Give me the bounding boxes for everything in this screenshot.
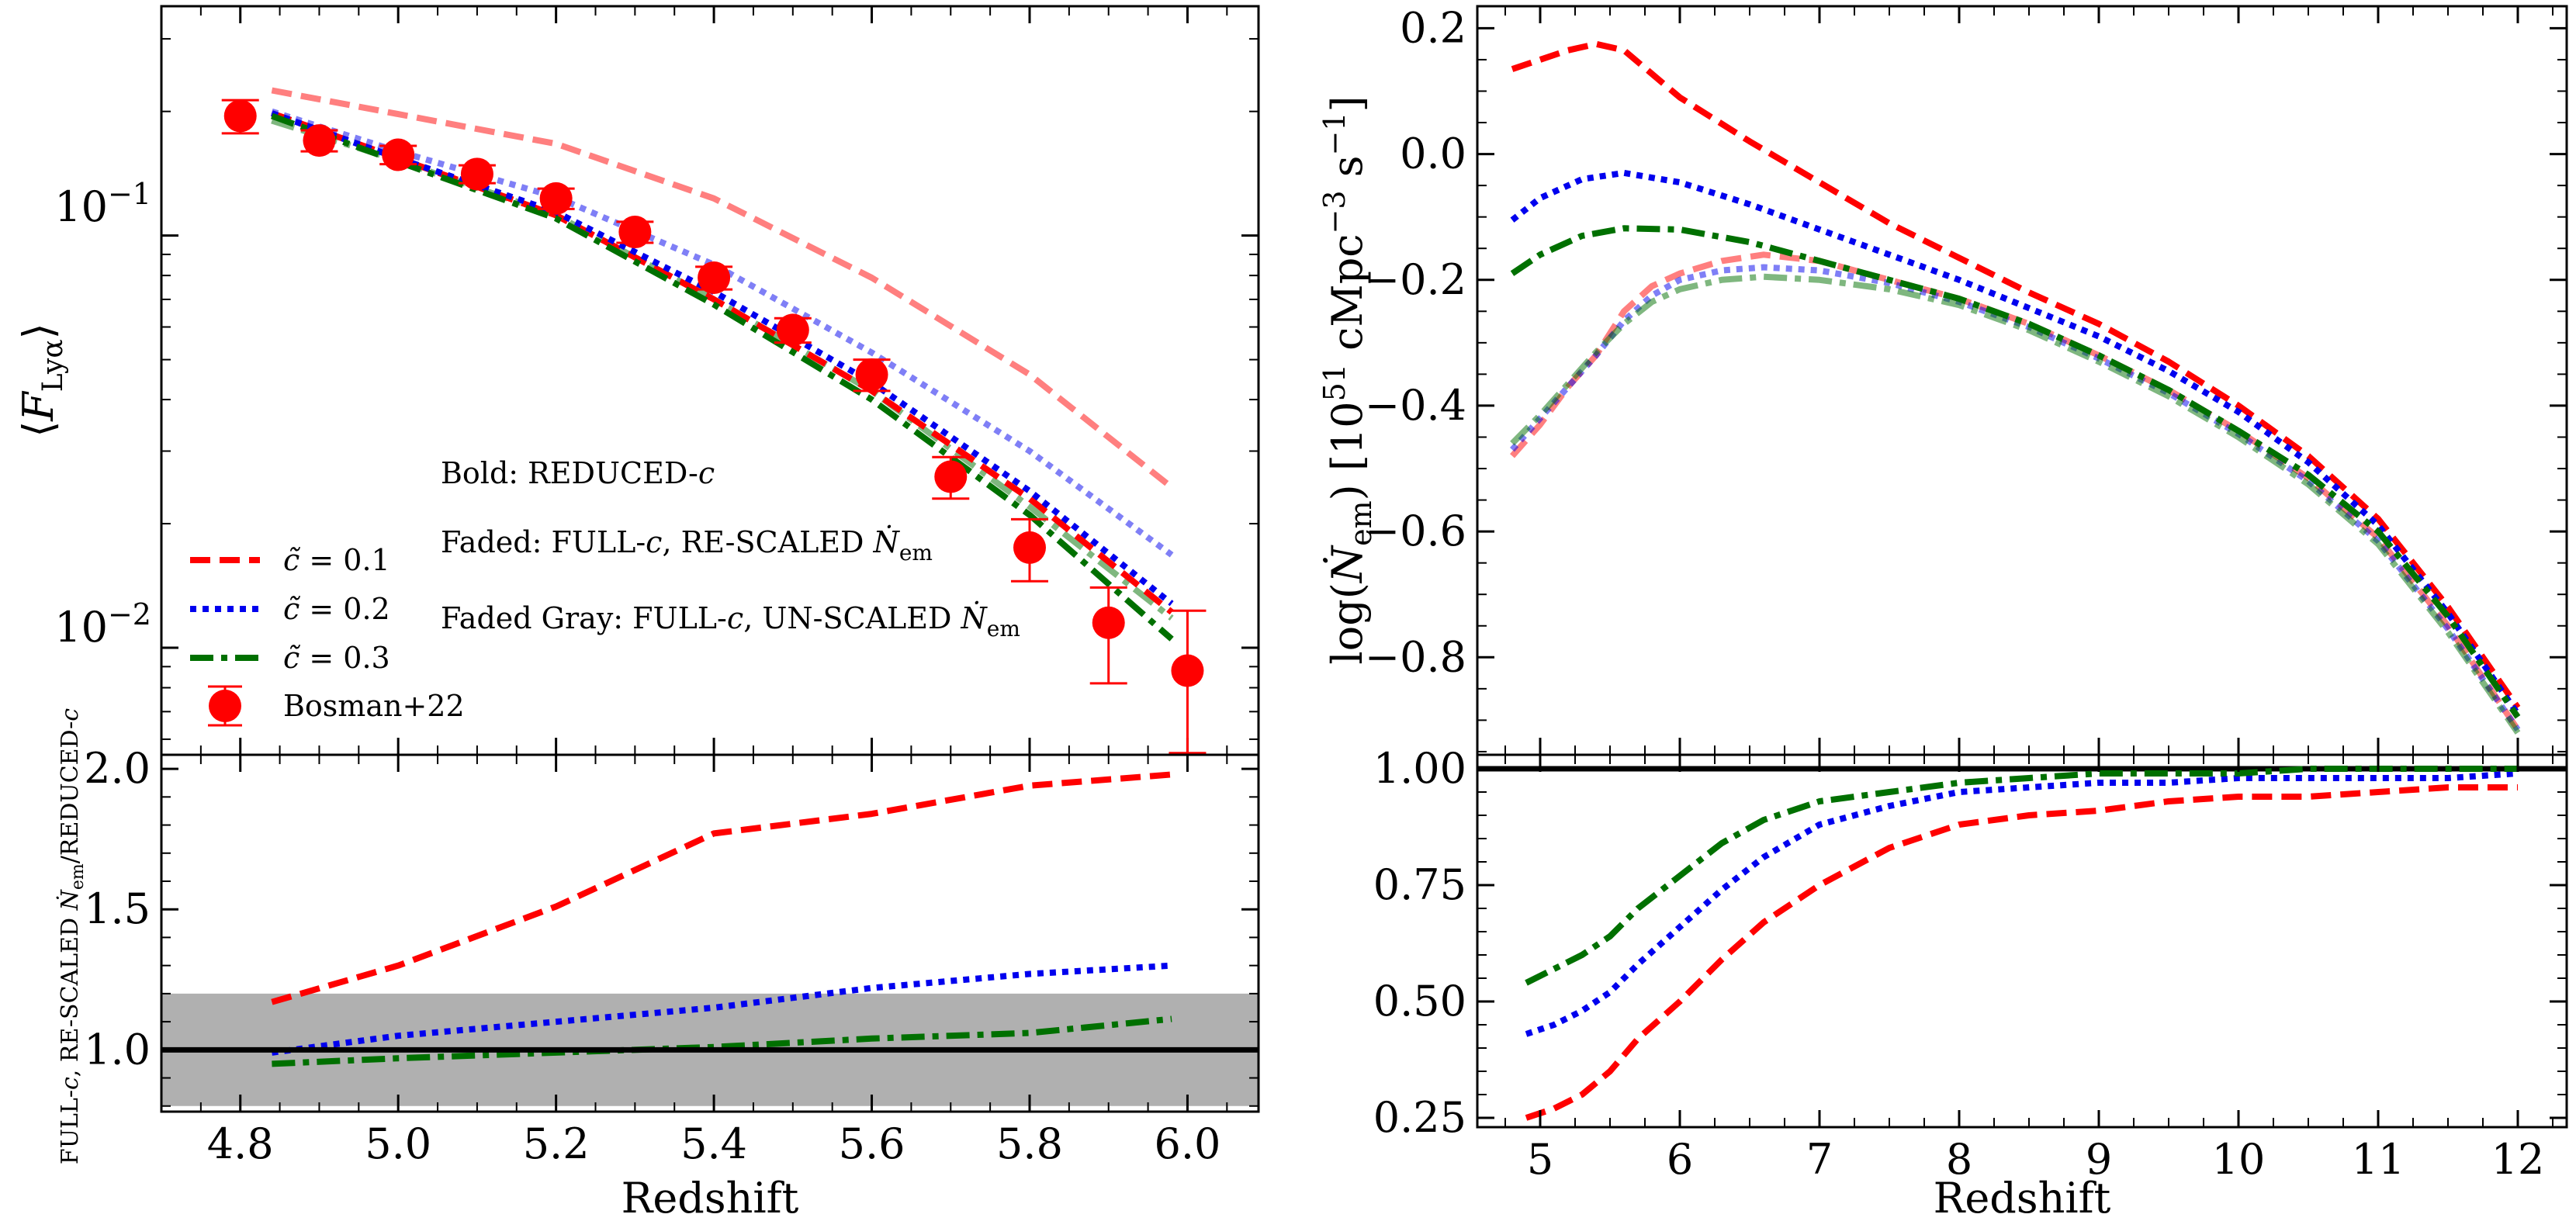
data-point (539, 182, 573, 215)
y-tick-exponent: −2 (108, 597, 151, 631)
y-tick-exponent: −1 (108, 177, 151, 211)
legend-label-c03: c̃ = 0.3 (283, 641, 390, 675)
data-point (776, 313, 809, 347)
panel-bottom-right: 0.25 0.50 0.75 1.00 5 6 7 8 9 10 11 12 Redshift (1373, 744, 2568, 1223)
x-tick-label: 6 (1667, 1135, 1693, 1184)
x-tick-label: 5.8 (996, 1119, 1063, 1168)
data-points-bosman (221, 99, 1207, 755)
series-line-dashed (1511, 40, 2521, 710)
faded-series-line-dotted (271, 108, 1174, 558)
y-tick-label: 1.0 (84, 1025, 151, 1074)
panel-top-left: 10−1 10−2 ⟨FLyα⟩ Bold: REDUCED-c Faded: … (14, 5, 1260, 756)
x-tick-label: 5.4 (680, 1119, 747, 1168)
x-tick-label: 8 (1946, 1135, 1972, 1184)
plot-frame (160, 753, 1260, 1113)
annotation-bold: Bold: REDUCED-c (441, 456, 715, 490)
y-tick-label: 0.25 (1373, 1093, 1466, 1142)
y-tick-label-0.01: 10−2 (54, 597, 151, 652)
x-tick-label: 4.8 (207, 1119, 274, 1168)
panel-bottom-left: 1.01.52.04.8 5.0 5.2 5.4 5.6 5.8 6.0 Redshift … (56, 708, 1260, 1223)
legend-marker-bosman (209, 690, 241, 722)
data-point (618, 216, 652, 249)
legend-label-c02: c̃ = 0.2 (283, 592, 390, 626)
x-tick-label: 5.6 (839, 1119, 905, 1168)
series-line-dashdot (271, 112, 1174, 642)
faded-series-line-dashdot (271, 117, 1174, 621)
y-tick-label: 0.0 (1400, 130, 1466, 178)
x-tick-label: 9 (2086, 1135, 2112, 1184)
y-tick-label: 2.0 (84, 744, 151, 793)
faded-series-line-dotted (1510, 264, 2521, 732)
y-tick-label: −0.4 (1365, 381, 1466, 430)
series-group (1477, 766, 2567, 1121)
data-point (698, 261, 731, 295)
y-tick-label: 1.5 (84, 884, 151, 933)
tick-marks: 0.2 0.0 −0.2 −0.4 −0.6 −0.8 (1365, 3, 2567, 755)
tick-marks (161, 6, 1259, 755)
legend-label-c01: c̃ = 0.1 (283, 543, 390, 577)
y-tick-label: −0.2 (1365, 255, 1466, 304)
plot-frame (1476, 5, 2568, 756)
series-group (161, 771, 1259, 1067)
x-tick-label: 10 (2212, 1135, 2266, 1184)
faded-series-line-dashed (271, 87, 1174, 490)
data-point (382, 138, 415, 171)
faded-series-line-dashdot (1510, 273, 2521, 735)
x-tick-label: 5.2 (523, 1119, 590, 1168)
tick-marks: 0.25 0.50 0.75 1.00 5 6 7 8 9 10 11 12 (1373, 744, 2567, 1184)
series-line-dashed (1525, 784, 2518, 1121)
x-tick-label: 6.0 (1155, 1119, 1221, 1168)
series-line-dashdot (1525, 766, 2518, 986)
series-line-dashdot (272, 1015, 1172, 1067)
y-axis-title: ⟨FLyα⟩ (14, 323, 69, 438)
y-tick-label: 1.00 (1373, 744, 1466, 793)
y-tick-label: 0.75 (1373, 860, 1466, 909)
x-axis-title: Redshift (621, 1174, 799, 1223)
data-point (934, 460, 968, 493)
data-point (1013, 531, 1046, 564)
y-tick-label: −0.8 (1365, 632, 1466, 681)
y-tick-label-0.1: 10−1 (54, 177, 151, 231)
data-point (1092, 606, 1125, 639)
x-tick-label: 11 (2352, 1135, 2405, 1184)
x-tick-label: 5 (1527, 1135, 1553, 1184)
y-tick-label: 0.50 (1373, 977, 1466, 1026)
tick-marks: 1.0 1.5 2.0 4.8 5.0 5.2 5.4 5.6 5.8 6.0 (84, 744, 1259, 1168)
x-tick-label: 5.0 (365, 1119, 431, 1168)
data-point (303, 124, 336, 157)
y-axis-title: FULL-c, RE-SCALED Ṅem/REDUCED-c (56, 708, 88, 1164)
annotation-faded-gray: Faded Gray: FULL-c, UN-SCALED Ṅem (441, 601, 1020, 642)
series-line-dotted (271, 962, 1172, 1056)
y-tick-label: 0.2 (1400, 3, 1466, 52)
x-tick-label: 12 (2491, 1135, 2545, 1184)
series-line-dotted (1510, 169, 2521, 716)
data-point (855, 358, 888, 391)
data-point (460, 157, 493, 191)
y-axis-title: log(Ṅem) [1051 cMpc−3 s−1] (1317, 95, 1378, 664)
y-tick-label: −0.6 (1365, 507, 1466, 555)
x-axis-title: Redshift (1934, 1174, 2111, 1223)
annotation-faded: Faded: FULL-c, RE-SCALED Ṅem (441, 525, 933, 566)
plot-frame (1476, 753, 2568, 1129)
series-line-dotted (1525, 770, 2519, 1037)
legend-label-bosman: Bosman+22 (283, 689, 465, 723)
legend: c̃ = 0.1 c̃ = 0.2 c̃ = 0.3 Bosman+22 (190, 543, 465, 727)
data-point (223, 99, 257, 133)
series-line-dashdot (1510, 225, 2521, 719)
data-point (1171, 654, 1204, 687)
x-tick-label: 7 (1806, 1135, 1833, 1184)
series-group (1510, 40, 2521, 735)
panel-top-right: 0.2 0.0 −0.2 −0.4 −0.6 −0.8 log(Ṅem) [1051 cM… (1317, 3, 2568, 756)
series-line-dashed (271, 771, 1172, 1005)
